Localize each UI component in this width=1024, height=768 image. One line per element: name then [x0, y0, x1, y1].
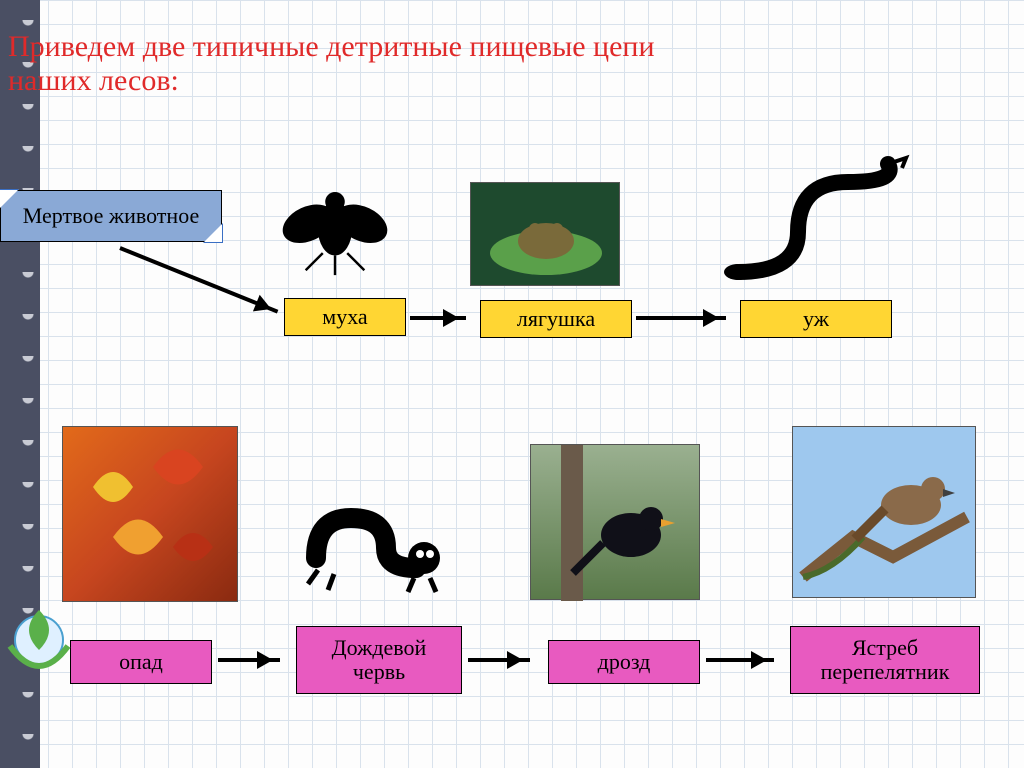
label-hawk: Ястреб перепелятник [821, 636, 950, 684]
image-snake [718, 152, 918, 288]
box-dead-animal: Мертвое животное [0, 190, 222, 242]
leaves-icon [63, 427, 239, 603]
arrow-worm-to-thrush [468, 658, 530, 662]
worm-icon [296, 458, 456, 598]
image-worm [296, 458, 456, 598]
thrush-icon [531, 445, 701, 601]
label-thrush: дрозд [598, 649, 651, 675]
fly-icon [270, 170, 400, 280]
box-hawk: Ястреб перепелятник [790, 626, 980, 694]
arrow-frog-to-snake [636, 316, 726, 320]
image-fly [270, 170, 400, 280]
slide-stage: Приведем две типичные детритные пищевые … [0, 0, 1024, 768]
box-earthworm: Дождевой червь [296, 626, 462, 694]
title-line1: Приведем две типичные детритные пищевые … [8, 30, 908, 64]
label-snake: уж [803, 306, 829, 332]
arrow-litter-to-worm [218, 658, 280, 662]
box-thrush: дрозд [548, 640, 700, 684]
box-frog: лягушка [480, 300, 632, 338]
image-leaves [62, 426, 238, 602]
image-frog [470, 182, 620, 286]
frog-icon [471, 183, 621, 287]
label-fly: муха [322, 304, 367, 330]
label-litter: опад [119, 649, 163, 675]
label-frog: лягушка [517, 306, 595, 332]
slide-title: Приведем две типичные детритные пищевые … [8, 30, 908, 98]
label-earthworm: Дождевой червь [332, 636, 427, 684]
box-snake: уж [740, 300, 892, 338]
title-line2: наших лесов: [8, 64, 908, 98]
arrow-thrush-to-hawk [706, 658, 774, 662]
arrow-dead-to-fly [119, 246, 278, 313]
image-hawk [792, 426, 976, 598]
arrow-fly-to-frog [410, 316, 466, 320]
eco-globe-icon [0, 596, 78, 674]
box-litter: опад [70, 640, 212, 684]
label-dead-animal: Мертвое животное [23, 203, 199, 229]
box-fly: муха [284, 298, 406, 336]
snake-icon [718, 152, 918, 288]
hawk-icon [793, 427, 977, 599]
image-thrush [530, 444, 700, 600]
